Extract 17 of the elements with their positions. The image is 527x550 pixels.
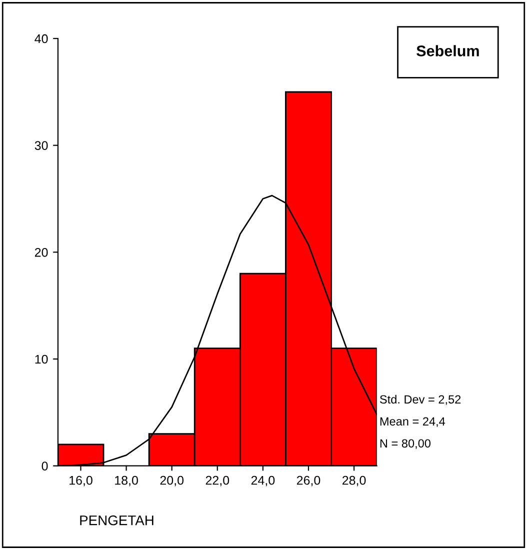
text: N = 80,00 [380,439,430,449]
y-tick-label: 10 [35,354,48,364]
y-tick-label: 40 [34,34,48,44]
text: Mean = 24,4 [380,417,446,427]
x-tick-label: 18,0 [115,476,138,486]
y-tick-label: 30 [34,141,48,150]
x-tick-label: 26,0 [296,476,320,486]
y-tick-label: 20 [34,248,48,257]
y-tick-label: 0 [42,462,48,470]
x-tick-label: 28,0 [342,476,366,486]
text: Std. Dev = 2,52 [380,394,461,405]
x-tick-label: 22,0 [206,476,230,486]
x-tick-label: 24,0 [251,476,275,486]
text: Sebelum [416,45,479,56]
x-tick-label: 16,0 [70,476,92,486]
x-tick-label: 20,0 [160,476,184,486]
x-axis-title: PENGETAH [80,515,154,526]
